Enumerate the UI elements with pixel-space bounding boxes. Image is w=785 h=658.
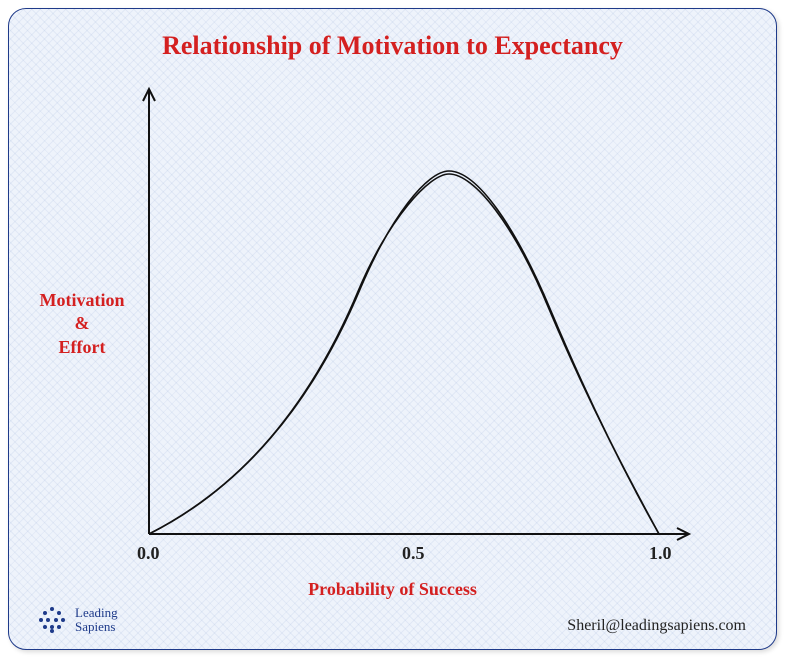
brand-logo: Leading Sapiens [37,605,118,635]
attribution-text: Sheril@leadingsapiens.com [567,617,746,635]
logo-text-line1: Leading [75,606,118,620]
motivation-curve-stroke-2 [149,171,659,534]
logo-text-line2: Sapiens [75,620,118,634]
chart-card: Relationship of Motivation to Expectancy… [8,8,777,650]
plot-area [9,9,778,651]
logo-icon [37,605,67,635]
logo-text: Leading Sapiens [75,606,118,633]
motivation-curve-stroke-1 [149,174,659,534]
